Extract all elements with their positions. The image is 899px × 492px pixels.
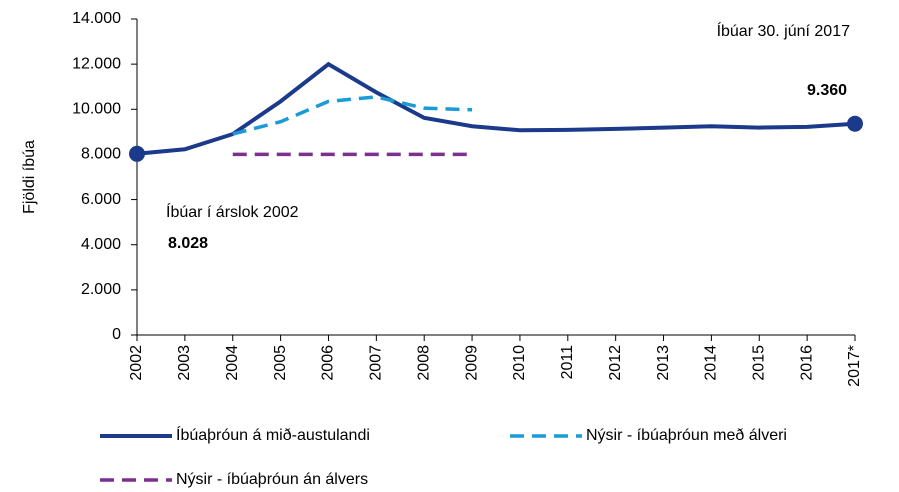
x-tick-label: 2017* [846,345,863,387]
data-label: 9.360 [807,82,847,99]
point-marker [129,145,145,162]
y-tick-label: 2.000 [81,281,121,298]
x-tick-label: 2013 [655,345,672,381]
y-tick-label: 0 [112,326,121,343]
legend-label: Nýsir - íbúaþróun án álvers [176,471,368,488]
annotation: Íbúar í árslok 2002 [166,202,299,221]
x-tick-label: 2011 [559,345,576,380]
series-line [232,95,473,136]
x-tick-label: 2003 [176,345,193,381]
legend-label: Íbúaþróun á mið-austulandi [176,425,370,444]
x-tick-label: 2015 [750,345,767,381]
x-tick-label: 2014 [703,345,720,381]
x-tick-label: 2009 [463,345,480,381]
legend-label: Nýsir - íbúaþróun með álveri [586,427,787,444]
x-tick-label: 2005 [272,345,289,381]
y-tick-label: 12.000 [72,55,121,72]
x-tick-label: 2007 [368,345,385,381]
data-label: 8.028 [168,235,208,252]
x-tick-label: 2012 [607,345,624,381]
annotation: Íbúar 30. júní 2017 [717,21,851,40]
x-tick-label: 2010 [511,345,528,381]
y-tick-label: 14.000 [72,10,121,27]
y-tick-label: 6.000 [81,191,121,208]
series-line [136,61,856,156]
x-tick-label: 2008 [415,345,432,381]
x-tick-label: 2016 [798,345,815,381]
y-axis-label: Fjöldi íbúa [21,140,38,214]
point-marker [847,115,863,132]
y-tick-label: 10.000 [72,101,121,118]
y-tick-label: 8.000 [81,146,121,163]
x-tick-label: 2004 [224,345,241,381]
y-tick-label: 4.000 [81,236,121,253]
x-tick-label: 2006 [320,345,337,381]
x-tick-label: 2002 [128,345,145,381]
